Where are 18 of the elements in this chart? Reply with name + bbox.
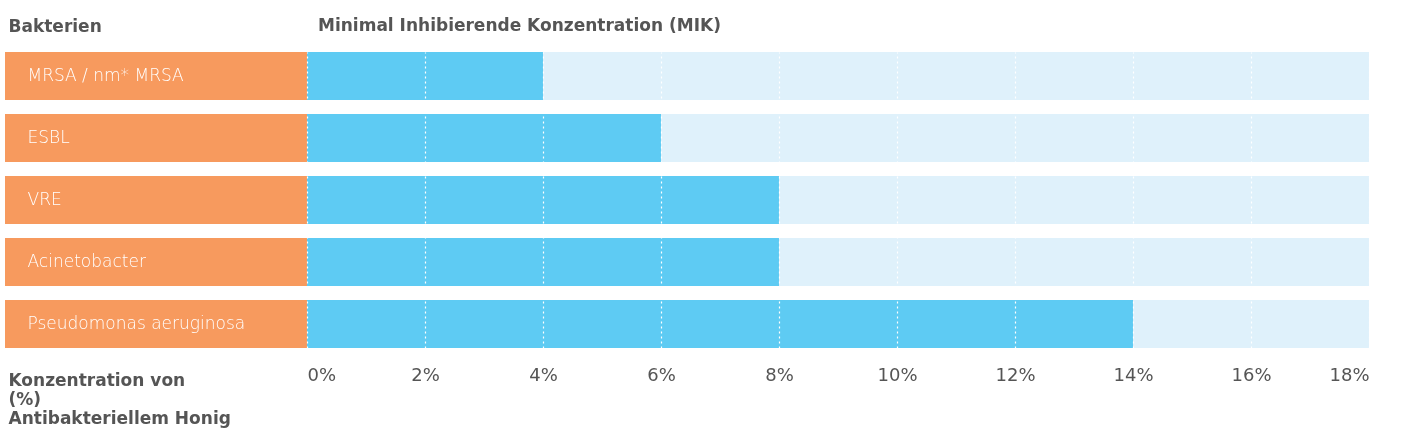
x-tick-label: 2% [411,363,440,385]
y-tick-label: VRE [27,189,62,209]
x-tick-label: 12% [995,363,1036,385]
y-tick-label: MRSA / nm* MRSA [27,64,185,85]
x-axis-title: Konzentration von (%) Antibakteriellem Honig [8,369,231,428]
x-tick-label: 14% [1113,363,1154,385]
x-tick-label: 16% [1231,363,1272,385]
x-tick-label: 6% [647,363,676,385]
x-tick-label: 10% [877,363,918,385]
x-tick-label: 8% [765,363,794,385]
y-tick-label: Acinetobacter [27,251,146,271]
y-tick-label: Pseudomonas aeruginosa [27,313,246,334]
chart-title: Minimal Inhibierende Konzentration (MIK) [318,15,721,35]
y-axis-title: Bakterien [8,15,102,36]
y-tick-label: ESBL [27,127,70,147]
x-tick-label: 4% [529,363,558,385]
x-tick-label: 18% [1329,363,1370,385]
x-tick-label: 0% [307,363,337,385]
